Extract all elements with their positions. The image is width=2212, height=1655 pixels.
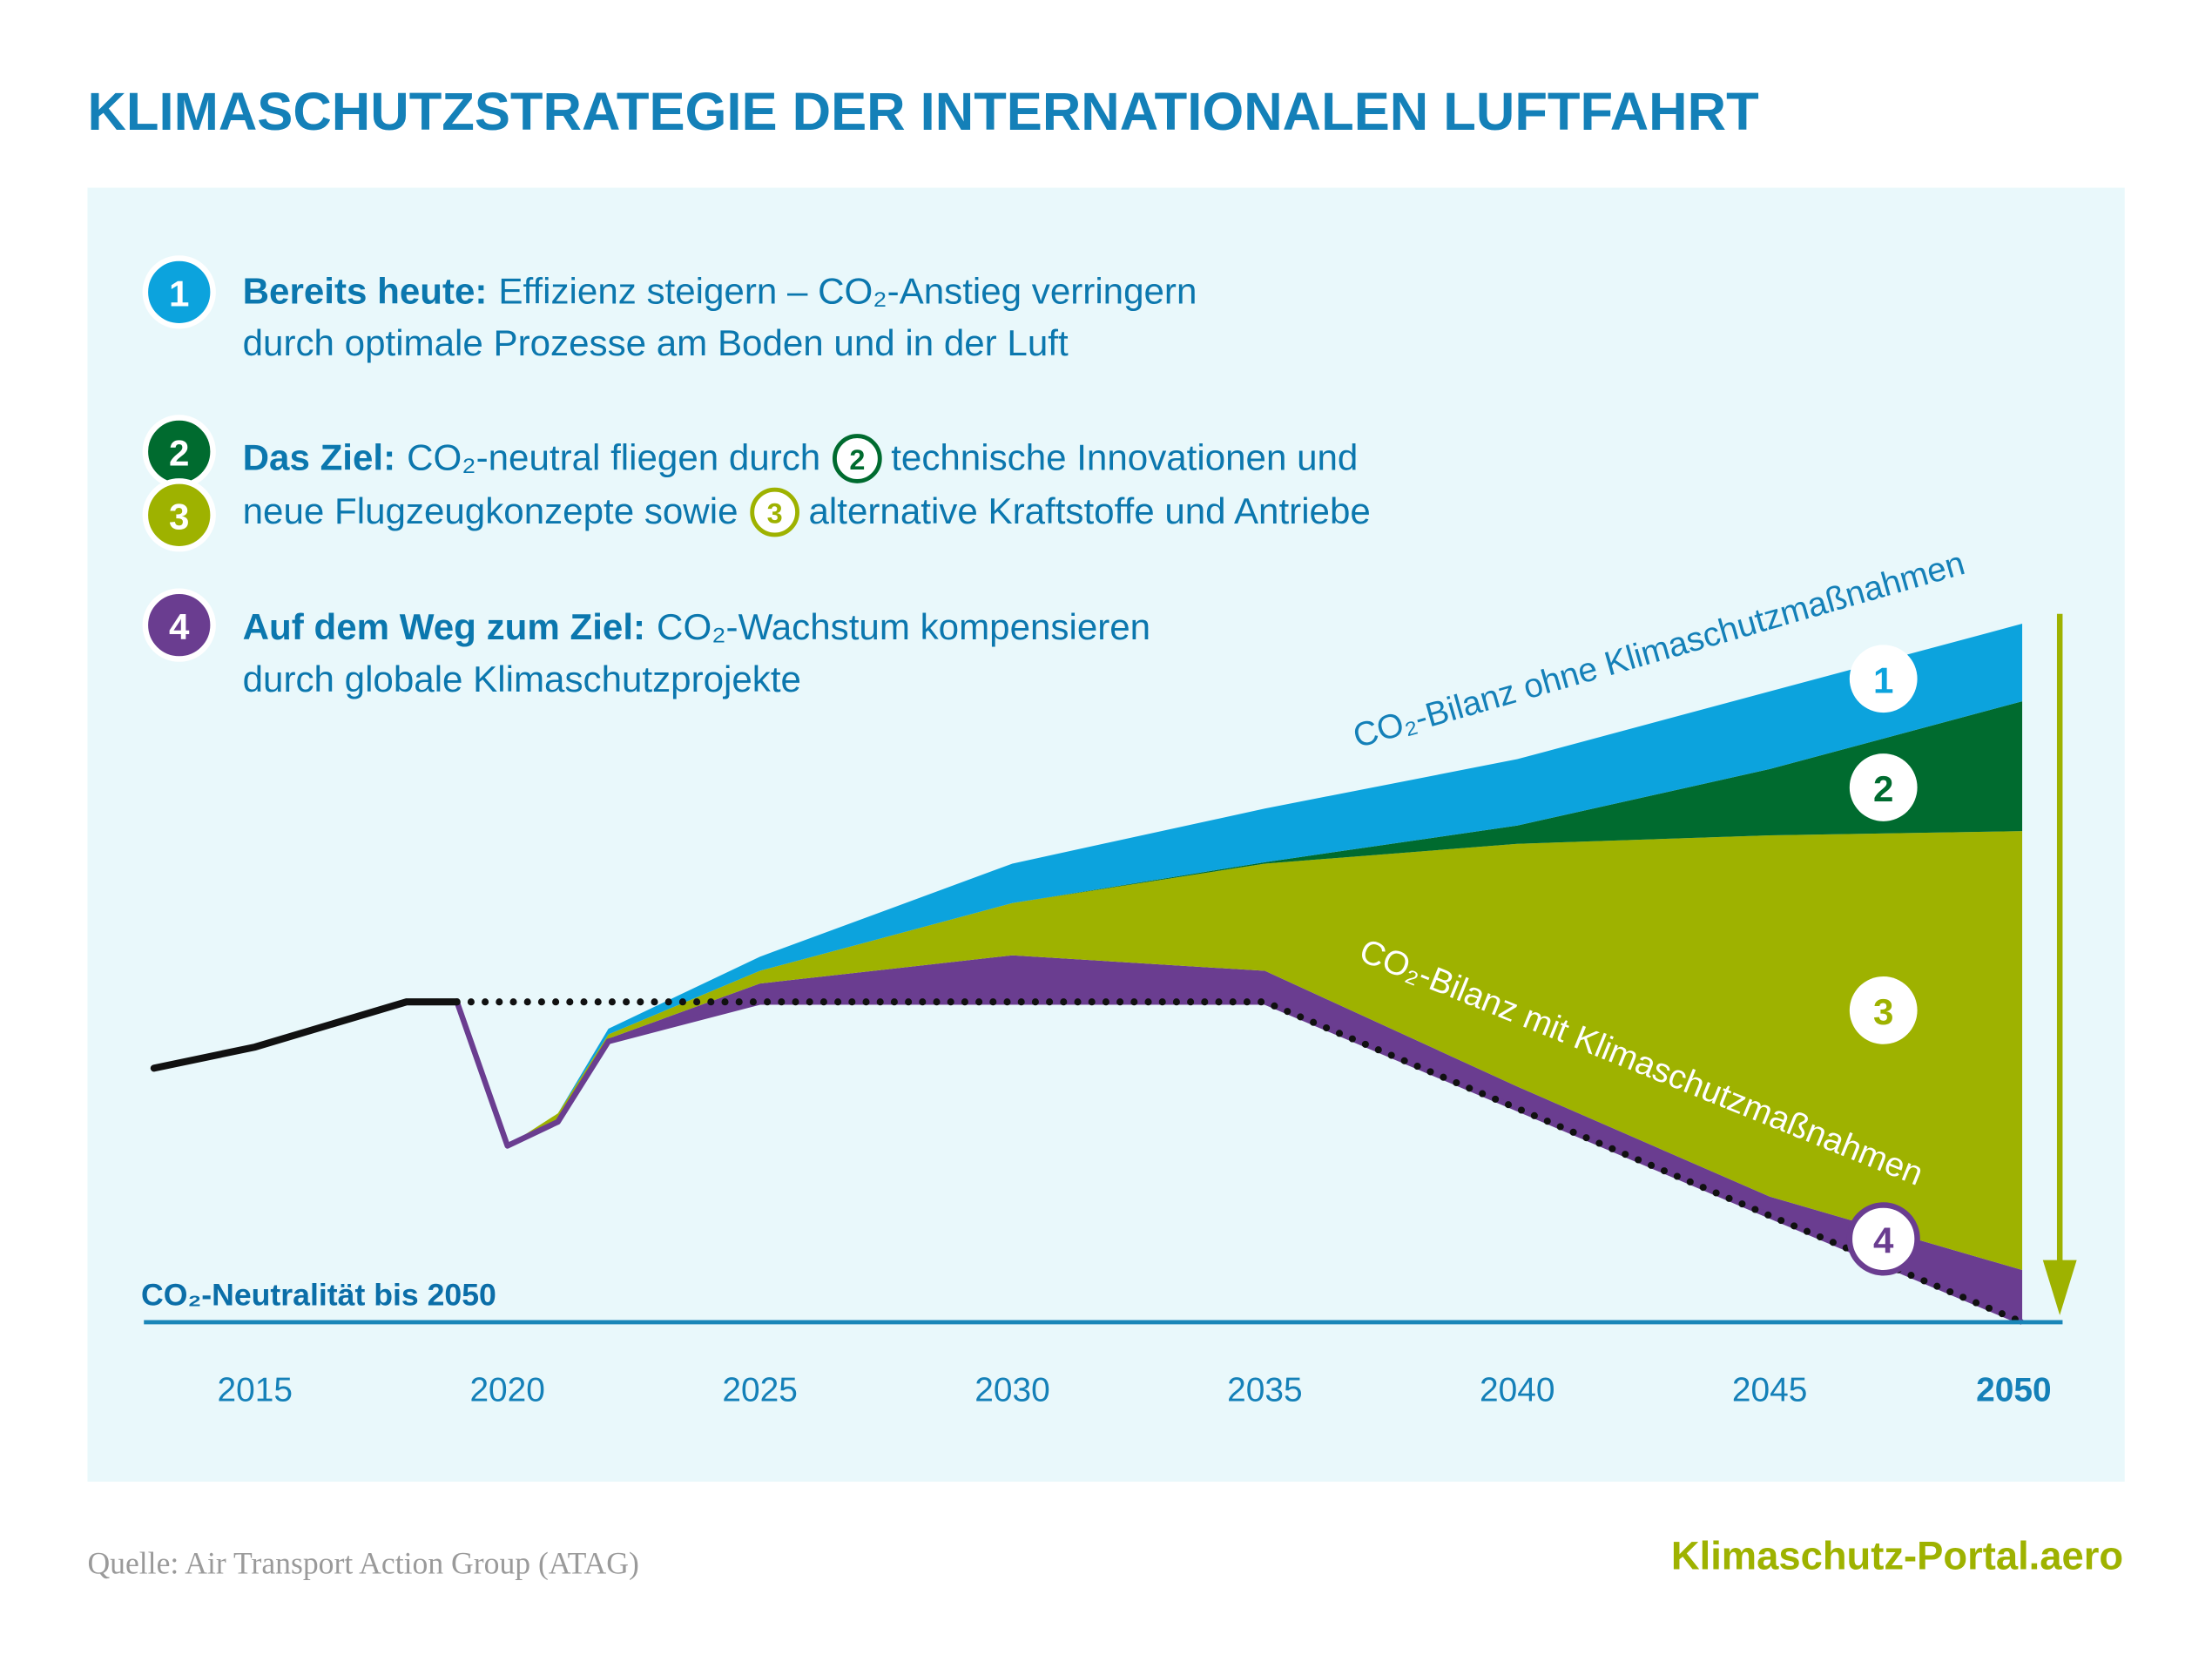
series-marker [1846, 1202, 1920, 1276]
arrow-head [2042, 1260, 2077, 1315]
note-text: durch optimale Prozesse am Boden und in … [243, 322, 1069, 363]
note-text: Auf dem Weg zum Ziel: [243, 606, 645, 647]
inline-marker [750, 487, 799, 537]
area-segment [456, 701, 2023, 1146]
x-tick-label: 2025 [722, 1372, 797, 1409]
notes: 1 2 3 4 Bereits heute: Effizienz steigern – C… [142, 255, 1371, 699]
inline-label: 3 [767, 498, 783, 530]
series-label: 4 [1873, 1219, 1894, 1260]
x-tick-label: 2050 [1976, 1372, 2051, 1409]
series-label: 3 [1873, 991, 1893, 1032]
note-text: Bereits heute: [243, 270, 488, 311]
note-text: CO₂-Wachstum kompensieren [657, 606, 1150, 647]
inline-marker [832, 434, 882, 483]
legend-label: 3 [169, 496, 189, 537]
brand: Klimaschutz-Portal.aero [1671, 1533, 2123, 1577]
series-marker [1849, 976, 1918, 1044]
inline-label: 2 [849, 444, 865, 476]
x-tick-label: 2045 [1732, 1372, 1807, 1409]
x-tick-label: 2030 [974, 1372, 1049, 1409]
series-label: 1 [1873, 659, 1893, 700]
legend-marker [142, 588, 216, 662]
net-line [454, 998, 2024, 1325]
note-text: alternative Kraftstoffe und Antriebe [809, 490, 1371, 531]
legend-label: 1 [169, 273, 189, 314]
history-line [150, 998, 461, 1072]
canvas: KLIMASCHUTZSTRATEGIE DER INTERNATIONALEN… [87, 82, 2125, 1580]
chart-title: KLIMASCHUTZSTRATEGIE DER INTERNATIONALEN… [87, 82, 1758, 142]
note-text: Das Ziel: [243, 436, 396, 477]
x-tick-label: 2020 [469, 1372, 544, 1409]
legend-marker [142, 255, 216, 329]
series-label: 2 [1873, 768, 1893, 809]
baseline-label: CO₂-Neutralität bis 2050 [141, 1278, 496, 1313]
legend-label: 4 [169, 606, 190, 647]
note-text: neue Flugzeugkonzepte sowie [243, 490, 738, 531]
note-text: durch globale Klimaschutzprojekte [243, 659, 801, 699]
x-tick-label: 2040 [1480, 1372, 1554, 1409]
series-marker [1849, 645, 1918, 713]
series-marker [1849, 753, 1918, 821]
x-tick-label: 2015 [218, 1372, 293, 1409]
note-text: technische Innovationen und [891, 436, 1358, 477]
note-text: Effizienz steigern – CO₂-Anstieg verring… [498, 270, 1197, 311]
area-segment [456, 624, 2023, 1146]
x-tick-label: 2035 [1227, 1372, 1302, 1409]
legend-label: 2 [169, 433, 189, 474]
source: Quelle: Air Transport Action Group (ATAG… [87, 1545, 638, 1580]
legend-marker [142, 478, 216, 552]
area-segment [456, 831, 2023, 1270]
note-text: CO₂-neutral fliegen durch [407, 436, 820, 477]
